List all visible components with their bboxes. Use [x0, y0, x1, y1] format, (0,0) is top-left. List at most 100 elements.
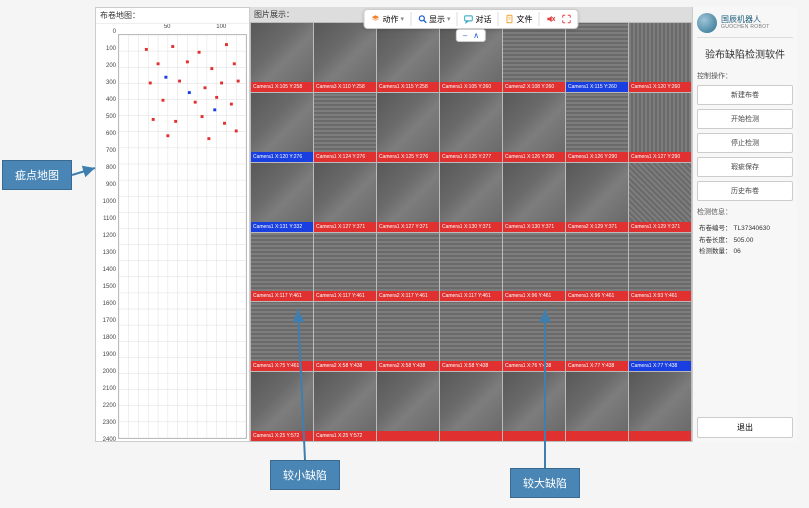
- thumbnail-caption: [440, 431, 502, 441]
- thumbnail[interactable]: Camera1 X:130 Y:371: [503, 163, 565, 232]
- collapse-up-icon[interactable]: ∧: [473, 31, 479, 40]
- thumbnail-image: [629, 93, 691, 152]
- thumbnail-image: [503, 93, 565, 152]
- thumbnail-image: [566, 372, 628, 431]
- save-defect-button[interactable]: 瑕疵保存: [697, 157, 793, 177]
- thumbnail[interactable]: Camera1 X:125 Y:276: [377, 93, 439, 162]
- thumbnail[interactable]: Camera1 X:58 Y:438: [440, 302, 502, 371]
- thumbnail-image: [251, 23, 313, 82]
- thumbnail-image: [440, 372, 502, 431]
- thumbnail[interactable]: Camera1 X:115 Y:258: [377, 23, 439, 92]
- thumbnail[interactable]: Camera1 X:120 Y:260: [629, 23, 691, 92]
- fullscreen-icon[interactable]: [562, 14, 572, 24]
- thumbnail-caption: [503, 431, 565, 441]
- thumbnail[interactable]: Camera1 X:127 Y:371: [314, 163, 376, 232]
- thumbnail[interactable]: [377, 372, 439, 441]
- toolbar-chat-button[interactable]: 对话: [464, 14, 492, 25]
- thumbnail-image: [314, 233, 376, 292]
- thumbnail[interactable]: Camera2 X:108 Y:260: [503, 23, 565, 92]
- thumbnail[interactable]: Camera1 X:125 Y:277: [440, 93, 502, 162]
- thumbnail-caption: Camera2 X:129 Y:371: [566, 222, 628, 232]
- thumbnail[interactable]: Camera1 X:77 Y:438: [566, 302, 628, 371]
- map-grid: [118, 34, 247, 439]
- thumbnail[interactable]: Camera1 X:25 Y:572: [314, 372, 376, 441]
- thumbnail-image: [377, 302, 439, 361]
- thumbnail-caption: Camera2 X:58 Y:438: [314, 361, 376, 371]
- new-roll-button[interactable]: 新建布卷: [697, 85, 793, 105]
- thumbnail[interactable]: Camera2 X:58 Y:438: [377, 302, 439, 371]
- thumbnail[interactable]: Camera1 X:25 Y:572: [251, 372, 313, 441]
- thumbnail[interactable]: Camera1 X:117 Y:461: [251, 233, 313, 302]
- stop-detect-button[interactable]: 停止检测: [697, 133, 793, 153]
- thumbnail-caption: Camera1 X:131 Y:332: [251, 222, 313, 232]
- toolbar-search-button[interactable]: 显示▾: [417, 14, 451, 25]
- thumbnail-image: [440, 93, 502, 152]
- callout-large-defect: 较大缺陷: [510, 468, 580, 498]
- thumbnail-image: [377, 233, 439, 292]
- thumbnail-image: [503, 302, 565, 361]
- thumbnail[interactable]: Camera1 X:117 Y:461: [314, 233, 376, 302]
- start-detect-button[interactable]: 开始检测: [697, 109, 793, 129]
- thumbnail-caption: Camera1 X:126 Y:290: [503, 152, 565, 162]
- info-section-label: 检测信息：: [697, 207, 793, 217]
- thumbnail-caption: Camera1 X:117 Y:461: [251, 291, 313, 301]
- thumbnail-image: [314, 163, 376, 222]
- thumbnail-image: [251, 302, 313, 361]
- thumbnail[interactable]: Camera1 X:117 Y:461: [440, 233, 502, 302]
- mute-icon[interactable]: [546, 14, 556, 24]
- thumbnail[interactable]: Camera1 X:77 Y:438: [629, 302, 691, 371]
- thumbnail[interactable]: Camera1 X:127 Y:290: [629, 93, 691, 162]
- thumbnail[interactable]: [503, 372, 565, 441]
- app-window: 布卷地图： 50 100 010020030040050060070080090…: [95, 7, 797, 442]
- thumbnail[interactable]: Camera1 X:127 Y:371: [377, 163, 439, 232]
- thumbnail-caption: Camera1 X:25 Y:572: [314, 431, 376, 441]
- thumbnail[interactable]: Camera2 X:117 Y:461: [377, 233, 439, 302]
- thumbnail[interactable]: [566, 372, 628, 441]
- thumbnail-image: [314, 302, 376, 361]
- thumbnail-caption: Camera1 X:96 Y:461: [566, 291, 628, 301]
- thumbnail-caption: Camera1 X:58 Y:438: [440, 361, 502, 371]
- thumbnail[interactable]: Camera3 X:110 Y:258: [314, 23, 376, 92]
- chevron-down-icon: ▾: [447, 15, 451, 23]
- history-button[interactable]: 历史布卷: [697, 181, 793, 201]
- toolbar-doc-button[interactable]: 文件: [505, 14, 533, 25]
- thumbnail[interactable]: Camera2 X:129 Y:371: [566, 163, 628, 232]
- thumbnail-image: [314, 93, 376, 152]
- thumbnail[interactable]: Camera1 X:131 Y:332: [251, 163, 313, 232]
- thumbnail-image: [629, 23, 691, 82]
- map-y-axis: 0100200300400500600700800900100011001200…: [96, 24, 118, 441]
- thumbnail-image: [251, 93, 313, 152]
- thumbnail[interactable]: Camera2 X:58 Y:438: [314, 302, 376, 371]
- thumbnail-caption: Camera1 X:77 Y:438: [629, 361, 691, 371]
- toolbar-layers-button[interactable]: 动作▾: [370, 14, 404, 25]
- thumbnail[interactable]: Camera1 X:96 Y:461: [503, 233, 565, 302]
- thumbnail-image: [566, 23, 628, 82]
- thumbnail[interactable]: Camera1 X:130 Y:371: [440, 163, 502, 232]
- thumbnail[interactable]: Camera1 X:76 Y:438: [503, 302, 565, 371]
- thumbnail[interactable]: Camera1 X:126 Y:290: [566, 93, 628, 162]
- chat-icon: [464, 14, 474, 24]
- thumbnail[interactable]: Camera1 X:96 Y:461: [566, 233, 628, 302]
- thumbnail[interactable]: [629, 372, 691, 441]
- thumbnail[interactable]: Camera1 X:124 Y:276: [314, 93, 376, 162]
- thumbnail[interactable]: Camera1 X:120 Y:276: [251, 93, 313, 162]
- thumbnail[interactable]: Camera1 X:129 Y:371: [629, 163, 691, 232]
- map-plot[interactable]: 50 100 010020030040050060070080090010001…: [96, 24, 249, 441]
- brand-name: 国辰机器人: [721, 16, 770, 25]
- thumbnail-caption: Camera1 X:130 Y:371: [440, 222, 502, 232]
- thumbnail-caption: Camera1 X:120 Y:260: [629, 82, 691, 92]
- thumbnail[interactable]: [440, 372, 502, 441]
- thumbnail[interactable]: Camera1 X:93 Y:461: [629, 233, 691, 302]
- zoom-out-icon[interactable]: –: [463, 31, 467, 40]
- thumbnail[interactable]: Camera1 X:126 Y:290: [503, 93, 565, 162]
- brand-logo-icon: [697, 13, 717, 33]
- thumbnail-caption: Camera1 X:130 Y:371: [503, 222, 565, 232]
- thumbnail[interactable]: Camera1 X:115 Y:260: [566, 23, 628, 92]
- control-section-label: 控制操作：: [697, 71, 793, 81]
- roll-id-value: TL37340630: [734, 223, 771, 235]
- thumbnail[interactable]: Camera1 X:105 Y:258: [251, 23, 313, 92]
- thumbnail-image: [566, 233, 628, 292]
- exit-button[interactable]: 退出: [697, 417, 793, 438]
- thumbnail[interactable]: Camera1 X:75 Y:461: [251, 302, 313, 371]
- thumbnail-image: [503, 372, 565, 431]
